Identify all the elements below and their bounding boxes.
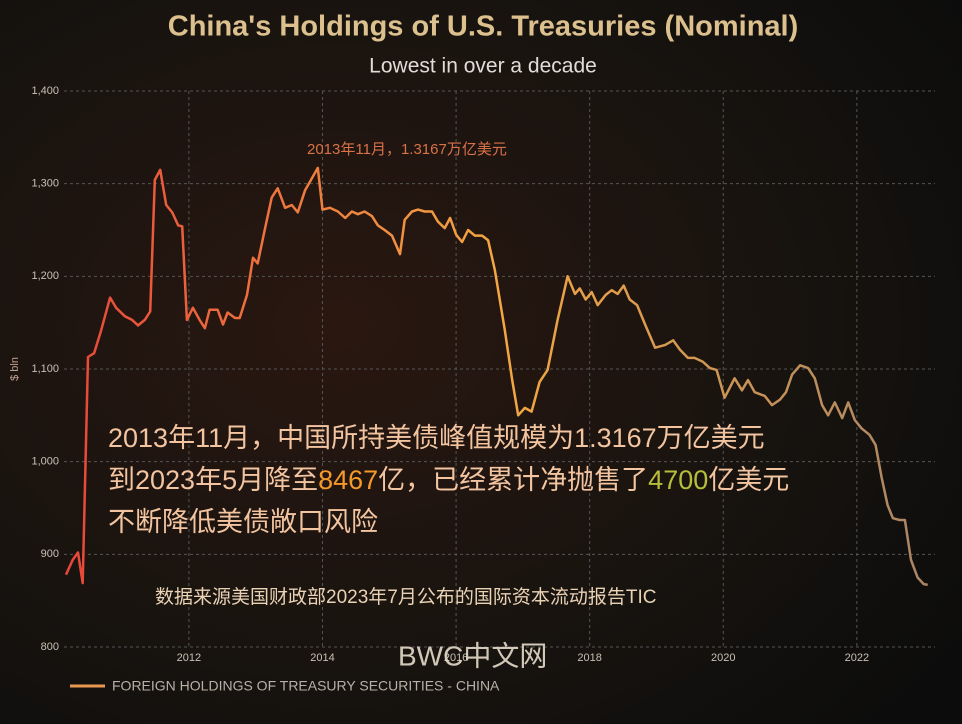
x-tick-label: 2012 xyxy=(177,652,201,664)
chart-subtitle: Lowest in over a decade xyxy=(369,55,597,78)
y-tick-label: 1,200 xyxy=(31,270,59,282)
x-tick-label: 2018 xyxy=(577,652,601,664)
y-tick-label: 900 xyxy=(41,548,59,560)
overlay-segment: 不断降低美债敞口风险 xyxy=(108,507,378,537)
overlay-segment: 2013年11月，中国所持美债峰值规模为1.3167万亿美元 xyxy=(108,423,765,453)
y-tick-label: 1,400 xyxy=(31,85,59,97)
data-line xyxy=(64,166,928,587)
overlay-highlight: 8467 xyxy=(318,465,378,495)
overlay-text: 不断降低美债敞口风险 xyxy=(108,507,378,537)
x-tick-label: 2022 xyxy=(845,652,869,664)
x-tick-label: 2014 xyxy=(310,652,334,664)
overlay-segment: 亿美元 xyxy=(708,465,789,495)
x-tick-label: 2020 xyxy=(711,652,735,664)
overlay-segment: 亿，已经累计净抛售了 xyxy=(378,465,648,495)
overlay-highlight: 4700 xyxy=(648,465,708,495)
overlay-text: 2013年11月，中国所持美债峰值规模为1.3167万亿美元 xyxy=(108,423,765,453)
y-axis-label: $ bln xyxy=(9,357,21,381)
plot-area: 800 900 1,000 1,100 1,200 1,300 1,400 2012 2014 2… xyxy=(31,85,935,664)
watermark: BWC中文网 xyxy=(398,640,547,671)
source-note: 数据来源美国财政部2023年7月公布的国际资本流动报告TIC xyxy=(155,586,656,608)
annotation: 2013年11月，1.3167万亿美元 xyxy=(307,141,507,158)
y-tick-label: 800 xyxy=(41,641,59,653)
y-tick-label: 1,300 xyxy=(31,178,59,190)
overlay-segment: 到2023年5月降至 xyxy=(108,465,318,495)
x-tick-label: 2016 xyxy=(444,652,468,664)
y-tick-label: 1,000 xyxy=(31,456,59,468)
chart-title: China's Holdings of U.S. Treasuries (Nom… xyxy=(168,11,799,43)
y-tick-label: 1,100 xyxy=(31,363,59,375)
overlay-text: 到2023年5月降至8467亿，已经累计净抛售了4700亿美元 xyxy=(108,465,789,495)
legend-label: FOREIGN HOLDINGS OF TREASURY SECURITIES … xyxy=(112,678,500,694)
